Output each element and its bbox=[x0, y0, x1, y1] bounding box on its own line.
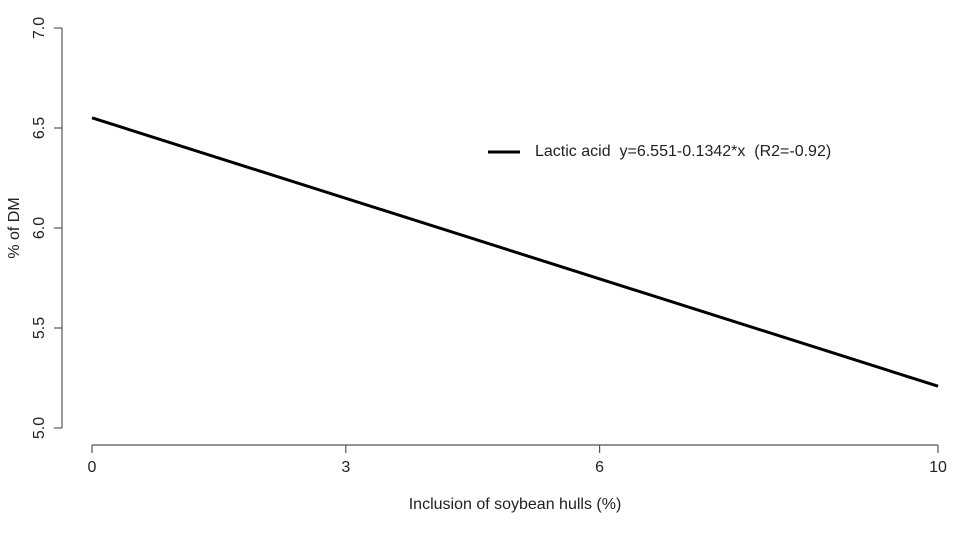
x-tick-label: 10 bbox=[929, 459, 947, 476]
x-tick-label: 0 bbox=[88, 459, 97, 476]
series-line bbox=[91, 116, 939, 388]
y-tick-label: 5.5 bbox=[31, 317, 48, 339]
x-tick-label: 3 bbox=[341, 459, 350, 476]
x-tick-label: 6 bbox=[595, 459, 604, 476]
x-axis-label: Inclusion of soybean hulls (%) bbox=[409, 496, 622, 513]
legend-label: Lactic acid y=6.551-0.1342*x (R2=-0.92) bbox=[535, 143, 831, 160]
y-tick-label: 6.0 bbox=[31, 217, 48, 239]
y-tick-label: 6.5 bbox=[31, 117, 48, 139]
y-tick-label: 7.0 bbox=[31, 17, 48, 39]
y-axis-label: % of DM bbox=[6, 197, 23, 258]
y-tick-label: 5.0 bbox=[31, 417, 48, 439]
